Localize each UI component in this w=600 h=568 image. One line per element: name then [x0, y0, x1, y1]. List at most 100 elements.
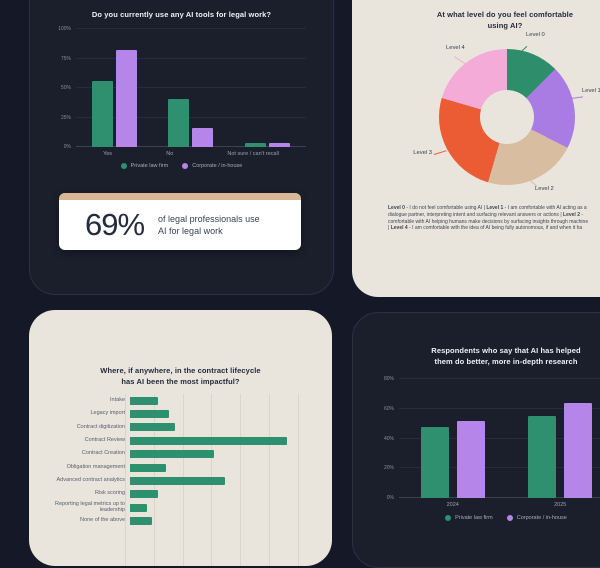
- lifecycle-bar: [130, 450, 214, 459]
- lifecycle-row-track: [130, 474, 312, 487]
- comfort-chart-title-line1: At what level do you feel comfortable: [436, 10, 574, 19]
- y-axis-tick: 80%: [383, 376, 394, 382]
- stat-card-body: 69% of legal professionals use AI for le…: [59, 200, 301, 246]
- bar-group-2024: [420, 379, 485, 498]
- comfort-footnote: Level 0 - I do not feel comfortable usin…: [388, 205, 600, 232]
- y-axis-tick: 75%: [60, 55, 71, 62]
- donut-label-level-4: Level 4: [446, 45, 465, 51]
- gridline: [76, 116, 306, 118]
- donut-leader-line: [453, 56, 468, 66]
- bar-group-2025: [528, 379, 593, 498]
- legend-label: Corporate / in-house: [516, 515, 567, 521]
- y-axis-tick: 40%: [383, 435, 394, 442]
- lifecycle-row-track: [130, 434, 312, 447]
- legend-dot-purple: [506, 515, 513, 521]
- lifecycle-row: Contract Creation: [47, 448, 312, 461]
- gridline: [76, 146, 306, 147]
- donut-label-level-1: Level 1: [582, 88, 600, 94]
- bar-corporate-in-house: [456, 420, 485, 498]
- lifecycle-row-track: [130, 461, 312, 474]
- y-axis-tick: 25%: [60, 114, 71, 121]
- gridline-vertical: [125, 394, 126, 566]
- y-axis-tick: 20%: [383, 465, 394, 472]
- lifecycle-bar-chart: Intake Legacy import Contract digitization…: [47, 394, 312, 528]
- lifecycle-bar: [130, 477, 226, 486]
- usage-bar-chart: 0% 25% 50% 75% 100% Yes No Not sure / can't rec…: [58, 26, 306, 157]
- y-axis-tick: 0%: [386, 495, 394, 501]
- lifecycle-bar: [130, 503, 147, 512]
- stat-value: 69%: [85, 207, 145, 242]
- y-axis-tick: 50%: [60, 85, 71, 91]
- lifecycle-bar: [130, 423, 175, 432]
- gridline-vertical: [240, 394, 242, 566]
- legend-dot-green: [445, 515, 452, 521]
- gridline: [399, 407, 600, 409]
- lifecycle-bar: [130, 490, 158, 499]
- lifecycle-row: Advanced contract analytics: [47, 474, 312, 487]
- donut-leader-line: [433, 150, 447, 155]
- x-axis-label: 2025: [554, 502, 567, 508]
- lifecycle-row-label: Obligation management: [66, 463, 125, 470]
- bars-layer: [76, 29, 306, 147]
- research-legend: Private law firm Corporate / in-house: [353, 515, 600, 521]
- gridline: [399, 467, 600, 469]
- lifecycle-row-track: [130, 421, 312, 434]
- panel-lifecycle: Where, if anywhere, in the contract life…: [29, 310, 332, 566]
- research-bar-chart: 0% 20% 40% 60% 80% 2024 2025: [384, 376, 600, 508]
- x-axis-label: 2024: [446, 502, 459, 508]
- gridline: [399, 378, 600, 379]
- footnote-line: comfortable with AI helping humans make …: [388, 218, 589, 225]
- gridline: [76, 87, 306, 88]
- lifecycle-bar: [130, 436, 287, 445]
- lifecycle-row: Contract Review: [47, 434, 312, 447]
- lifecycle-row: Contract digitization: [47, 421, 312, 434]
- gridline: [76, 57, 306, 59]
- grid-layer: [399, 378, 600, 498]
- stat-description-line2: AI for legal work: [158, 226, 223, 236]
- research-chart-title-line2: them do better, more in-depth research: [434, 357, 578, 366]
- bar-corporate-in-house: [192, 128, 214, 147]
- lifecycle-row: None of the above: [47, 515, 312, 528]
- comfort-chart-title-line2: using AI?: [487, 21, 523, 30]
- legend-item: Corporate / in-house: [182, 163, 242, 169]
- usage-chart-title: Do you currently use any AI tools for le…: [91, 10, 272, 19]
- lifecycle-row-label: Contract Review: [84, 436, 125, 443]
- legend-dot-purple: [182, 163, 189, 169]
- donut-label-level-2: Level 2: [535, 186, 554, 192]
- donut-leader-line: [570, 96, 583, 99]
- lifecycle-row-label: Advanced contract analytics: [56, 477, 125, 484]
- bar-corporate-in-house: [269, 143, 291, 147]
- x-axis-label: Yes: [103, 151, 113, 157]
- donut-label-level-3: Level 3: [413, 150, 432, 156]
- lifecycle-row: Legacy import: [47, 407, 312, 420]
- y-axis-tick: 60%: [383, 405, 394, 412]
- bar-private-law-firm: [168, 98, 190, 147]
- lifecycle-row: Intake: [47, 394, 312, 407]
- bar-corporate-in-house: [115, 50, 137, 147]
- footnote-line: dialogue partner, interpreting intent an…: [388, 211, 584, 218]
- panel-usage: Do you currently use any AI tools for le…: [29, 0, 334, 295]
- bar-private-law-firm: [420, 426, 449, 498]
- lifecycle-bar: [130, 463, 167, 472]
- lifecycle-row-track: [130, 515, 312, 528]
- stat-description-line1: of legal professionals use: [158, 213, 260, 224]
- lifecycle-row: Reporting legal metrics up to leadership: [47, 501, 312, 514]
- gridline: [399, 437, 600, 439]
- lifecycle-row-track: [130, 448, 312, 461]
- lifecycle-row-track: [130, 488, 312, 501]
- bar-group-yes: [91, 29, 137, 147]
- footnote-line: Level 0 - I do not feel comfortable usin…: [388, 205, 587, 211]
- stat-card: 69% of legal professionals use AI for le…: [59, 193, 301, 250]
- lifecycle-row-label: Contract Creation: [81, 450, 125, 457]
- stat-card-accent-bar: [59, 193, 301, 200]
- lifecycle-row-label: Reporting legal metrics up to leadership: [54, 500, 125, 513]
- lifecycle-row: Obligation management: [47, 461, 312, 474]
- gridline: [76, 28, 306, 29]
- bars-layer: [399, 379, 600, 498]
- x-axis-labels: 2024 2025: [399, 502, 600, 508]
- grid-layer: [76, 28, 306, 147]
- legend-dot-green: [120, 163, 127, 169]
- y-axis-tick: 0%: [63, 144, 71, 150]
- panel-research: Respondents who say that AI has helped t…: [352, 312, 600, 568]
- lifecycle-row-label: Risk scoring: [95, 490, 125, 497]
